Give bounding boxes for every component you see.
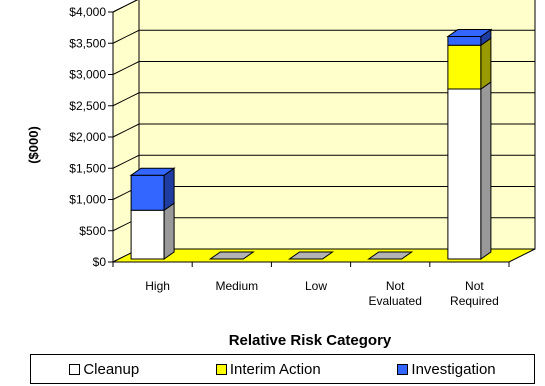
gridline <box>112 123 535 138</box>
bar-interim-action-side <box>480 37 492 90</box>
chart-svg: $0 $500 $1,000 $1,500 $2,000 $2,500 $3,000 $3,5… <box>26 0 536 349</box>
y-tick-label: $3,500 <box>69 36 106 50</box>
bar-cleanup <box>447 88 482 260</box>
legend-label-investigation: Investigation <box>411 360 496 378</box>
chart-legend: Cleanup Interim Action Investigation <box>30 354 535 384</box>
x-tick-label: Medium <box>215 279 258 293</box>
bar-cleanup <box>130 209 165 260</box>
y-tick-label: $2,500 <box>69 99 106 113</box>
y-tick-label: $500 <box>79 224 106 238</box>
bar-interim-action <box>447 44 482 90</box>
gridline <box>112 29 535 44</box>
legend-label-cleanup: Cleanup <box>83 360 140 378</box>
bar-top <box>446 29 493 37</box>
bar-empty <box>287 251 335 260</box>
bar-cleanup-side <box>163 202 175 260</box>
legend-swatch-investigation <box>397 363 409 375</box>
y-tick-label: $1,000 <box>69 193 106 207</box>
bar-empty <box>367 251 414 260</box>
bar-empty <box>208 251 255 260</box>
gridline <box>112 154 535 169</box>
y-tick-label: $4,000 <box>69 5 106 19</box>
x-tick-label: Not <box>386 279 405 293</box>
bar-cleanup-side <box>480 81 492 260</box>
legend-label-interim-action: Interim Action <box>229 360 321 378</box>
x-tick-label: Not <box>465 279 484 293</box>
y-tick-label: $0 <box>93 255 107 269</box>
y-tick-label: $1,500 <box>69 161 106 175</box>
legend-swatch-interim-action <box>215 363 227 375</box>
legend-item-cleanup: Cleanup <box>69 361 139 378</box>
legend-item-investigation: Investigation <box>397 360 496 378</box>
plot-area: $0 $500 $1,000 $1,500 $2,000 $2,500 $3,000 $3,5… <box>69 0 536 308</box>
x-tick-label: Evaluated <box>369 294 422 308</box>
gridline <box>112 92 535 107</box>
x-tick-label: High <box>145 279 170 293</box>
legend-swatch-cleanup <box>69 363 81 375</box>
x-axis-title: Relative Risk Category <box>229 332 392 349</box>
y-tick-label: $2,000 <box>69 130 106 144</box>
bar-investigation <box>447 36 482 46</box>
x-tick-label: Required <box>450 294 499 308</box>
bar-top <box>129 167 176 176</box>
y-axis-title: ($000) <box>26 126 41 164</box>
bar-investigation <box>130 174 165 211</box>
gridline <box>112 61 535 75</box>
x-tick-label: Low <box>305 279 327 293</box>
y-tick-label: $3,000 <box>69 68 106 82</box>
gridline <box>112 0 139 13</box>
legend-item-interim-action: Interim Action <box>215 360 321 378</box>
